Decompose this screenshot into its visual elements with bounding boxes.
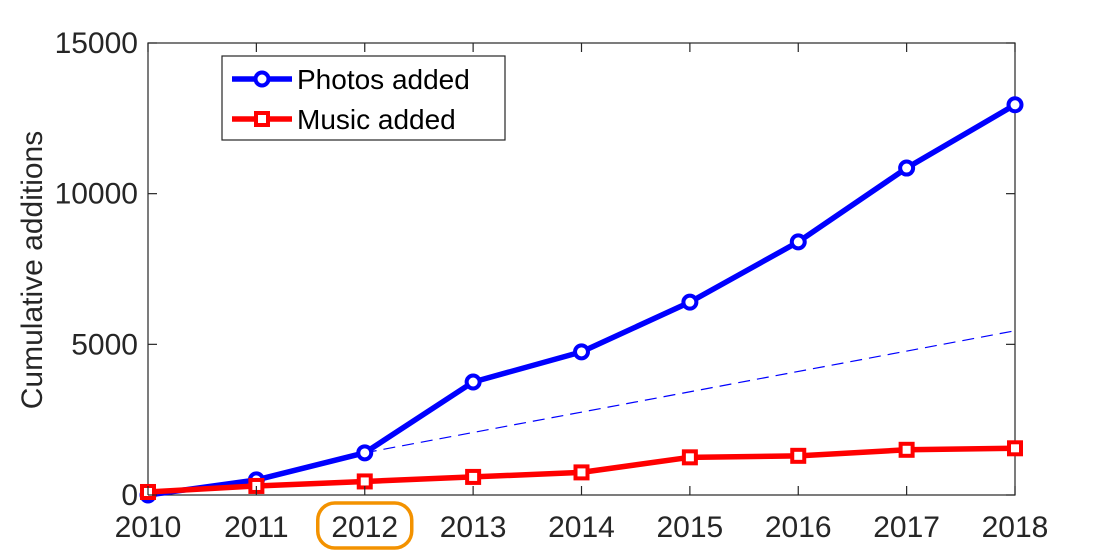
legend-entry: Music added	[232, 104, 456, 135]
legend-marker	[254, 111, 270, 127]
y-tick-label: 10000	[55, 178, 138, 211]
data-point	[681, 293, 699, 311]
x-tick-label: 2014	[548, 511, 615, 544]
y-axis-label: Cumulative additions	[16, 131, 49, 409]
x-tick-label: 2018	[982, 511, 1049, 544]
legend: Photos added Music added	[221, 55, 506, 141]
x-tick-highlight-box	[316, 501, 414, 550]
trend-line	[364, 330, 1016, 454]
data-point	[898, 441, 915, 458]
x-tick-label: 2011	[224, 511, 289, 544]
x-tick-label: 2013	[440, 511, 507, 544]
y-tick-label: 5000	[71, 328, 138, 361]
data-point	[1007, 440, 1023, 457]
data-point	[898, 159, 916, 177]
data-point	[681, 449, 698, 466]
x-tick-label: 2010	[115, 511, 182, 544]
data-point	[356, 444, 374, 462]
x-tick-label: 2017	[873, 511, 940, 544]
series-music	[140, 440, 1023, 500]
x-tick-label: 2012	[331, 511, 398, 544]
data-point	[790, 447, 807, 464]
data-point	[789, 233, 807, 251]
legend-entry: Photos added	[232, 64, 470, 95]
y-tick-label: 0	[121, 479, 138, 512]
legend-marker	[253, 70, 271, 88]
data-point	[464, 373, 482, 391]
legend-label: Photos added	[297, 64, 470, 95]
data-point	[356, 473, 373, 490]
data-point	[1006, 96, 1024, 114]
legend-label: Music added	[297, 104, 456, 135]
x-tick-label: 2015	[657, 511, 724, 544]
data-point	[465, 468, 482, 485]
x-tick-label: 2016	[765, 511, 832, 544]
y-tick-label: 15000	[55, 27, 138, 60]
data-point	[573, 343, 590, 361]
data-point	[573, 464, 590, 481]
